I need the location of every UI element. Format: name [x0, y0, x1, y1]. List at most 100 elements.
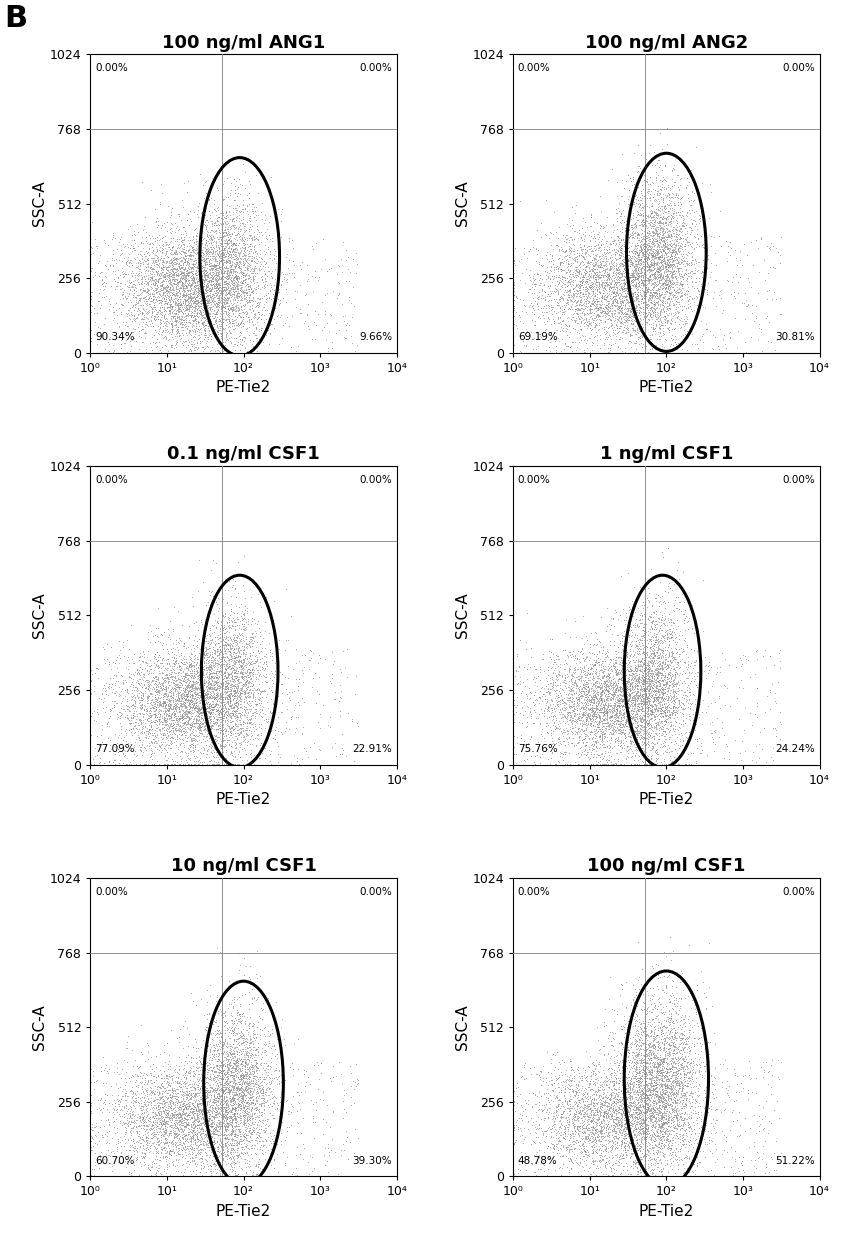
- Point: [199, 700, 213, 719]
- Point: [623, 659, 636, 679]
- Point: [679, 255, 693, 275]
- Point: [673, 1141, 686, 1161]
- Point: [551, 649, 565, 669]
- Point: [218, 710, 231, 729]
- Point: [671, 692, 684, 712]
- Point: [628, 691, 641, 711]
- Point: [196, 283, 209, 302]
- Point: [629, 1045, 642, 1065]
- Point: [201, 681, 214, 701]
- Point: [246, 259, 260, 279]
- Point: [654, 274, 668, 294]
- Point: [132, 1093, 145, 1113]
- Point: [676, 1008, 690, 1028]
- Point: [533, 1133, 546, 1153]
- Point: [215, 695, 229, 714]
- Point: [262, 633, 275, 653]
- Point: [170, 1069, 184, 1088]
- Point: [323, 1071, 337, 1091]
- Point: [160, 650, 173, 670]
- Point: [633, 652, 647, 671]
- Point: [203, 1128, 216, 1148]
- Point: [625, 246, 638, 265]
- Point: [674, 1086, 688, 1106]
- Point: [226, 1040, 240, 1060]
- Point: [200, 980, 214, 1000]
- Point: [634, 1107, 647, 1127]
- Point: [604, 301, 618, 321]
- Point: [246, 1050, 260, 1070]
- Point: [187, 249, 200, 269]
- Point: [211, 658, 225, 677]
- Point: [149, 682, 163, 702]
- Point: [187, 329, 200, 349]
- Point: [193, 257, 207, 276]
- Point: [629, 269, 642, 289]
- Point: [125, 682, 138, 702]
- Point: [189, 284, 203, 304]
- Point: [210, 317, 224, 337]
- Point: [649, 221, 663, 241]
- Point: [635, 1128, 648, 1148]
- Point: [236, 711, 250, 731]
- Point: [212, 1160, 225, 1180]
- Point: [213, 283, 226, 302]
- Point: [652, 243, 665, 263]
- Point: [658, 687, 672, 707]
- Point: [595, 698, 609, 718]
- Point: [623, 687, 636, 707]
- Point: [170, 327, 184, 347]
- Point: [174, 270, 187, 290]
- Point: [203, 703, 217, 723]
- Point: [189, 690, 203, 710]
- Point: [647, 1067, 661, 1087]
- Point: [309, 749, 322, 769]
- Point: [624, 295, 637, 315]
- Point: [196, 694, 209, 713]
- Point: [258, 647, 272, 666]
- Point: [230, 1145, 244, 1165]
- Point: [644, 291, 657, 311]
- Point: [650, 666, 663, 686]
- Point: [606, 698, 619, 718]
- Point: [611, 1082, 625, 1102]
- Point: [655, 230, 668, 249]
- Point: [97, 649, 111, 669]
- Point: [189, 316, 203, 336]
- Point: [673, 274, 686, 294]
- Point: [85, 238, 99, 258]
- Point: [204, 301, 218, 321]
- Point: [129, 1122, 143, 1141]
- Point: [571, 679, 584, 698]
- Point: [154, 1103, 167, 1123]
- Point: [230, 280, 244, 300]
- Point: [199, 708, 213, 728]
- Point: [658, 1090, 672, 1109]
- Point: [223, 628, 236, 648]
- Point: [621, 1120, 635, 1140]
- Point: [250, 664, 263, 684]
- Point: [174, 244, 187, 264]
- Point: [598, 297, 612, 317]
- Point: [231, 1125, 245, 1145]
- Point: [655, 1062, 668, 1082]
- Point: [234, 1070, 247, 1090]
- Point: [592, 1112, 605, 1132]
- Point: [215, 281, 229, 301]
- Point: [186, 728, 199, 748]
- Point: [176, 692, 190, 712]
- Point: [589, 306, 603, 326]
- Point: [565, 284, 579, 304]
- Point: [233, 302, 246, 322]
- Point: [668, 247, 682, 267]
- Point: [582, 700, 596, 719]
- Point: [158, 1096, 171, 1116]
- Point: [523, 706, 537, 726]
- Point: [218, 681, 231, 701]
- Point: [200, 292, 214, 312]
- Point: [580, 1099, 593, 1119]
- Point: [260, 1065, 273, 1085]
- Point: [120, 306, 133, 326]
- Point: [656, 707, 669, 727]
- Point: [184, 295, 197, 315]
